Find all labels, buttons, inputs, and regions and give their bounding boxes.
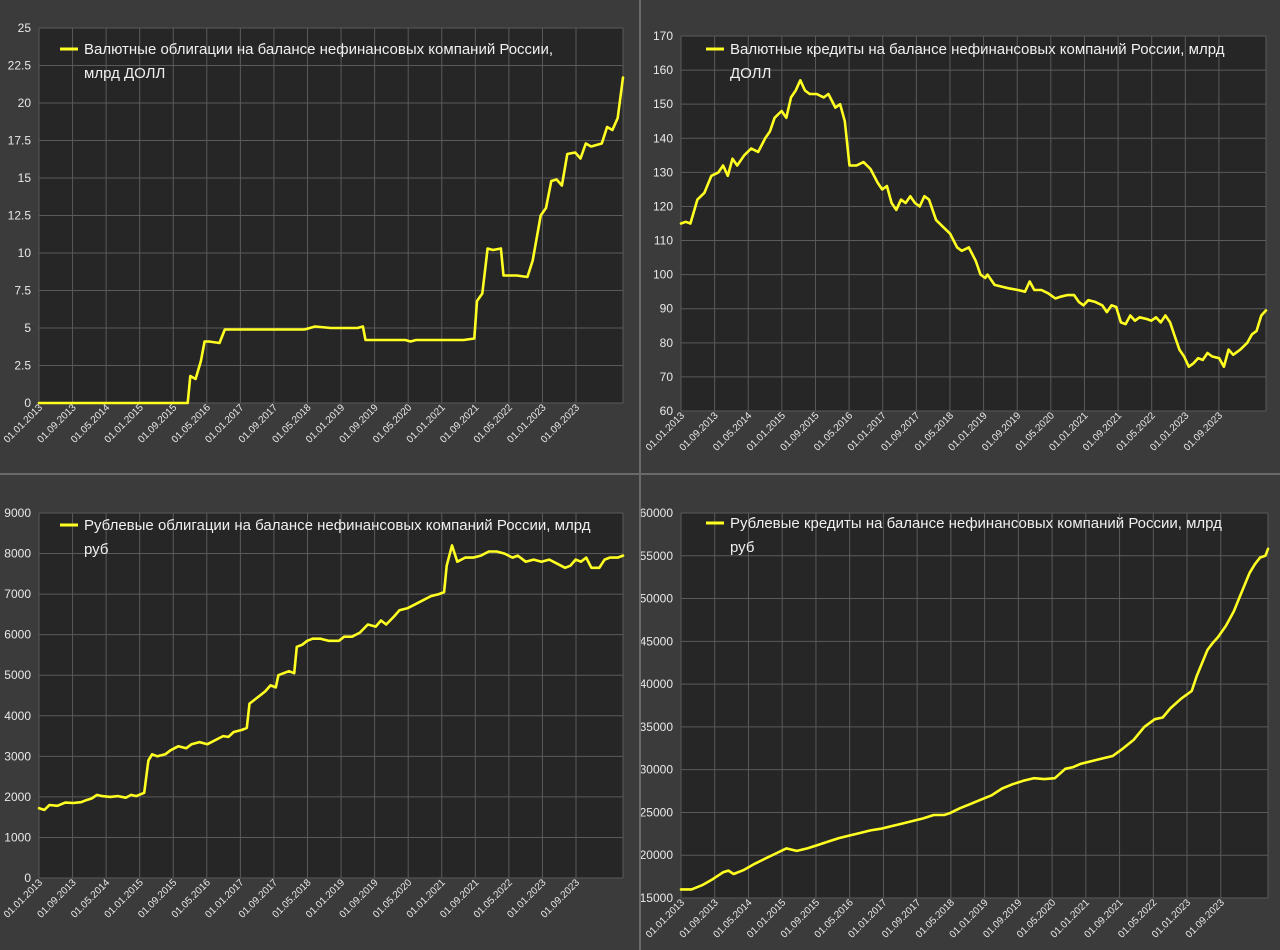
y-tick-label: 55000 (641, 549, 673, 563)
y-tick-label: 110 (654, 234, 673, 248)
series-line (37, 544, 625, 812)
legend-label: Валютные кредиты на балансе нефинансовых… (730, 41, 1225, 58)
y-tick-label: 160 (653, 63, 673, 77)
legend-label: ДОЛЛ (730, 65, 771, 82)
y-tick-label: 3000 (4, 749, 31, 763)
chart-fx-bonds: 02.557.51012.51517.52022.52501.01.201301… (2, 21, 625, 446)
chart-panel-fx-loans: 60 70 80 90 100 110 120 130 140 150 160 170 01.01.20… (641, 0, 1280, 473)
y-tick-label: 10 (18, 246, 32, 260)
plot-area (681, 513, 1268, 898)
y-tick-label: 12.5 (8, 209, 32, 223)
y-tick-label: 170 (653, 29, 673, 43)
y-tick-label: 20 (18, 96, 32, 110)
y-tick-label: 7000 (4, 587, 31, 601)
y-tick-label: 2000 (4, 790, 31, 804)
y-tick-label: 0 (24, 871, 31, 885)
chart-panel-rub-loans: 15000 20000 25000 30000 35000 40000 45000 50000… (641, 475, 1280, 950)
series-line (37, 76, 625, 405)
y-tick-label: 40000 (641, 677, 673, 691)
chart-panel-fx-bonds: 0 2.5 5 7.5 10 12.5 15 17.5 20 22.5 25 01.01.2013 01… (0, 0, 639, 473)
y-tick-label: 5000 (4, 668, 31, 682)
y-tick-label: 35000 (641, 720, 673, 734)
y-tick-label: 45000 (641, 634, 673, 648)
y-tick-label: 25 (18, 21, 32, 35)
y-tick-label: 60000 (641, 506, 673, 520)
y-tick-label: 5 (24, 321, 31, 335)
y-tick-label: 60 (660, 404, 674, 418)
y-tick-label: 50000 (641, 592, 673, 606)
y-tick-label: 100 (653, 268, 673, 282)
y-tick-label: 25000 (641, 805, 673, 819)
legend-label: Валютные облигации на балансе нефинансов… (84, 41, 553, 58)
y-tick-label: 70 (660, 370, 674, 384)
y-tick-label: 17.5 (8, 134, 32, 148)
y-tick-label: 30000 (641, 763, 673, 777)
y-tick-label: 6000 (4, 628, 31, 642)
plot-area (39, 513, 623, 878)
y-tick-label: 150 (653, 97, 673, 111)
chart-panel-rub-bonds: 0 1000 2000 3000 4000 5000 6000 7000 8000 9000 01.… (0, 475, 639, 950)
series-line (679, 547, 1270, 891)
y-tick-label: 0 (24, 396, 31, 410)
legend-label: млрд ДОЛЛ (84, 65, 165, 82)
y-tick-label: 15000 (641, 891, 673, 905)
legend-label: руб (730, 539, 754, 556)
y-tick-label: 140 (653, 131, 673, 145)
y-tick-label: 9000 (4, 506, 31, 520)
y-tick-label: 15 (18, 171, 32, 185)
chart-rub-loans: 15000 20000 25000 30000 35000 40000 45000 50000… (641, 506, 1270, 941)
y-tick-label: 130 (653, 165, 673, 179)
legend-label: руб (84, 541, 108, 558)
plot-area (681, 36, 1266, 411)
y-tick-label: 8000 (4, 547, 31, 561)
chart-rub-bonds: 010002000300040005000600070008000900001.… (2, 506, 625, 921)
y-tick-label: 1000 (4, 830, 31, 844)
y-tick-label: 80 (660, 336, 674, 350)
y-tick-label: 22.5 (8, 59, 32, 73)
legend-label: Рублевые облигации на балансе нефинансов… (84, 517, 591, 534)
y-tick-label: 2.5 (14, 359, 31, 373)
y-tick-label: 7.5 (14, 284, 31, 298)
chart-fx-loans: 6070809010011012013014015016017001.01.20… (644, 29, 1268, 454)
y-tick-label: 120 (653, 199, 673, 213)
series-line (679, 79, 1268, 368)
y-tick-label: 20000 (641, 848, 673, 862)
y-tick-label: 4000 (4, 709, 31, 723)
legend-label: Рублевые кредиты на балансе нефинансовых… (730, 515, 1222, 532)
y-tick-label: 90 (660, 302, 674, 316)
